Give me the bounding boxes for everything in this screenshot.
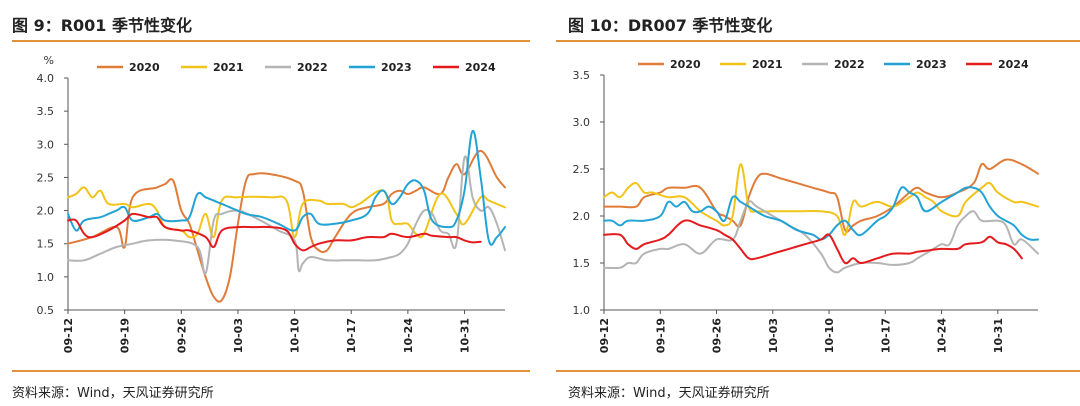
footer-rule bbox=[556, 370, 1080, 372]
footer-rule bbox=[12, 370, 530, 372]
legend-label-2021: 2021 bbox=[752, 58, 783, 71]
source-note: 资料来源：Wind，天风证券研究所 bbox=[12, 386, 214, 401]
x-tick-label: 10-03 bbox=[767, 318, 780, 353]
series-line-2023 bbox=[603, 186, 1039, 241]
x-tick-label: 10-24 bbox=[402, 318, 415, 354]
y-tick-label: 2.0 bbox=[37, 205, 55, 218]
x-tick-label: 10-10 bbox=[289, 318, 302, 354]
series-line-2024 bbox=[67, 212, 482, 252]
x-tick-label: 10-31 bbox=[992, 318, 1005, 353]
chart-panel-r001: 图 9：R001 季节性变化 0.5 1.0 1.5 2.0 2.5 3.0 3.5 4.0%… bbox=[0, 0, 530, 406]
legend-label-2022: 2022 bbox=[834, 58, 865, 71]
legend-label-2020: 2020 bbox=[129, 61, 160, 74]
y-tick-label: 2.0 bbox=[573, 210, 591, 223]
x-tick-label: 09-26 bbox=[711, 318, 724, 354]
x-tick-label: 10-10 bbox=[823, 318, 836, 354]
x-tick-label: 10-31 bbox=[459, 318, 472, 353]
dr007-line-chart: 1.0 1.5 2.0 2.5 3.0 3.5 09-12 09-19 09-26 10-03 10… bbox=[573, 58, 1039, 354]
series-line-2022 bbox=[603, 200, 1039, 274]
series-line-2023 bbox=[67, 129, 506, 246]
x-tick-label: 09-12 bbox=[598, 318, 611, 353]
y-tick-label: 1.0 bbox=[573, 304, 591, 317]
x-tick-label: 10-03 bbox=[232, 318, 245, 353]
y-tick-label: 2.5 bbox=[573, 163, 591, 176]
series-line-2021 bbox=[67, 186, 506, 239]
r001-line-chart: 0.5 1.0 1.5 2.0 2.5 3.0 3.5 4.0% 09-12 09-19 09-26… bbox=[37, 54, 506, 354]
series-line-2022 bbox=[67, 155, 506, 275]
x-tick-label: 10-17 bbox=[345, 318, 358, 353]
legend-label-2023: 2023 bbox=[381, 61, 412, 74]
chart-title: 图 9：R001 季节性变化 bbox=[12, 16, 192, 35]
source-note: 资料来源：Wind，天风证券研究所 bbox=[568, 386, 770, 401]
x-tick-label: 09-26 bbox=[175, 318, 188, 354]
y-tick-label: 3.5 bbox=[37, 105, 55, 118]
series-line-2024 bbox=[603, 219, 1023, 265]
y-tick-label: 1.5 bbox=[573, 257, 591, 270]
x-tick-label: 09-19 bbox=[654, 318, 667, 353]
chart-panel-dr007: 图 10：DR007 季节性变化 1.0 1.5 2.0 2.5 3.0 3.5 09-12… bbox=[556, 0, 1080, 406]
y-tick-label: 1.0 bbox=[37, 271, 55, 284]
x-tick-label: 10-17 bbox=[879, 318, 892, 353]
title-rule bbox=[556, 40, 1080, 42]
y-tick-label: 1.5 bbox=[37, 238, 55, 251]
y-tick-label: 3.5 bbox=[573, 69, 591, 82]
y-axis-unit-label: % bbox=[44, 54, 54, 67]
y-tick-label: 4.0 bbox=[37, 72, 55, 85]
legend-label-2023: 2023 bbox=[916, 58, 947, 71]
y-tick-label: 3.0 bbox=[573, 116, 591, 129]
x-tick-label: 09-12 bbox=[62, 318, 75, 353]
legend-label-2021: 2021 bbox=[213, 61, 244, 74]
legend-label-2024: 2024 bbox=[465, 61, 496, 74]
legend-label-2020: 2020 bbox=[670, 58, 701, 71]
series-line-2020 bbox=[67, 149, 506, 303]
chart-title: 图 10：DR007 季节性变化 bbox=[568, 16, 773, 35]
legend-label-2022: 2022 bbox=[297, 61, 328, 74]
series-line-2021 bbox=[603, 163, 1039, 236]
y-tick-label: 3.0 bbox=[37, 138, 55, 151]
legend-label-2024: 2024 bbox=[998, 58, 1029, 71]
x-tick-label: 09-19 bbox=[119, 318, 132, 353]
x-tick-label: 10-24 bbox=[936, 318, 949, 354]
y-tick-label: 2.5 bbox=[37, 171, 55, 184]
title-rule bbox=[12, 40, 530, 42]
y-tick-label: 0.5 bbox=[37, 304, 55, 317]
